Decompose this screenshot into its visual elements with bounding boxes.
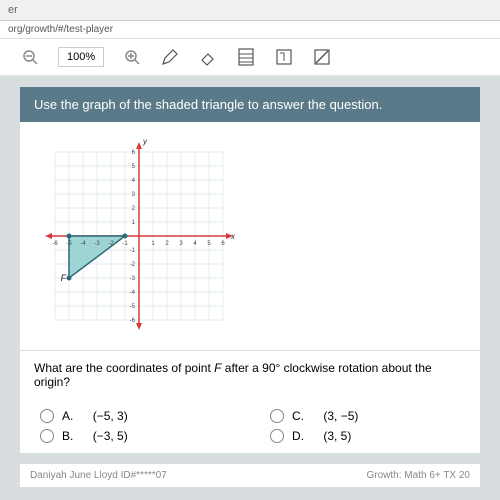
radio-icon xyxy=(40,409,54,423)
svg-text:1: 1 xyxy=(151,241,155,247)
svg-text:2: 2 xyxy=(132,206,136,212)
svg-text:6: 6 xyxy=(132,150,136,156)
browser-tab: er xyxy=(0,0,500,21)
svg-text:2: 2 xyxy=(165,241,169,247)
answer-d[interactable]: D. (3, 5) xyxy=(270,429,460,443)
url-bar: org/growth/#/test-player xyxy=(0,21,500,39)
answer-b[interactable]: B. (−3, 5) xyxy=(40,429,230,443)
svg-text:-1: -1 xyxy=(130,248,136,254)
svg-text:F: F xyxy=(61,273,67,283)
answer-grid: A. (−5, 3) C. (3, −5) B. (−3, 5) D. (3, … xyxy=(20,399,480,453)
svg-text:6: 6 xyxy=(221,241,225,247)
calculator-icon[interactable] xyxy=(236,47,256,67)
svg-text:-5: -5 xyxy=(66,241,72,247)
answer-a[interactable]: A. (−5, 3) xyxy=(40,409,230,423)
svg-text:-3: -3 xyxy=(130,276,136,282)
radio-icon xyxy=(40,429,54,443)
svg-text:5: 5 xyxy=(207,241,211,247)
svg-text:1: 1 xyxy=(132,220,136,226)
svg-text:4: 4 xyxy=(193,241,197,247)
zoom-value: 100% xyxy=(58,47,104,67)
strikeout-icon[interactable] xyxy=(312,47,332,67)
svg-text:-3: -3 xyxy=(94,241,100,247)
svg-text:3: 3 xyxy=(132,192,136,198)
question-card: Use the graph of the shaded triangle to … xyxy=(20,87,480,453)
zoom-control[interactable]: 100% xyxy=(58,47,104,67)
svg-text:-4: -4 xyxy=(130,290,136,296)
toolbar: 100% xyxy=(0,39,500,77)
svg-text:y: y xyxy=(142,137,148,146)
answer-c[interactable]: C. (3, −5) xyxy=(270,409,460,423)
svg-text:-6: -6 xyxy=(52,241,58,247)
svg-text:-5: -5 xyxy=(130,304,136,310)
radio-icon xyxy=(270,409,284,423)
question-text: What are the coordinates of point F afte… xyxy=(20,350,480,399)
svg-text:5: 5 xyxy=(132,164,136,170)
reference-icon[interactable] xyxy=(274,47,294,67)
svg-text:-4: -4 xyxy=(80,241,86,247)
svg-text:3: 3 xyxy=(179,241,183,247)
svg-text:-1: -1 xyxy=(122,241,128,247)
svg-text:4: 4 xyxy=(132,178,136,184)
question-header: Use the graph of the shaded triangle to … xyxy=(20,87,480,122)
svg-text:-6: -6 xyxy=(130,318,136,324)
zoom-out-icon[interactable] xyxy=(20,47,40,67)
svg-text:x: x xyxy=(230,232,236,241)
pencil-icon[interactable] xyxy=(160,47,180,67)
svg-text:-2: -2 xyxy=(108,241,114,247)
eraser-icon[interactable] xyxy=(198,47,218,67)
test-name: Growth: Math 6+ TX 20 xyxy=(367,470,470,481)
student-id: Daniyah June Lloyd ID#*****07 xyxy=(30,470,167,481)
radio-icon xyxy=(270,429,284,443)
graph: -6-5-4-3-2-1123456-6-5-4-3-2-1123456yxF xyxy=(20,122,480,350)
zoom-in-icon[interactable] xyxy=(122,47,142,67)
footer: Daniyah June Lloyd ID#*****07 Growth: Ma… xyxy=(20,463,480,487)
svg-text:-2: -2 xyxy=(130,262,136,268)
